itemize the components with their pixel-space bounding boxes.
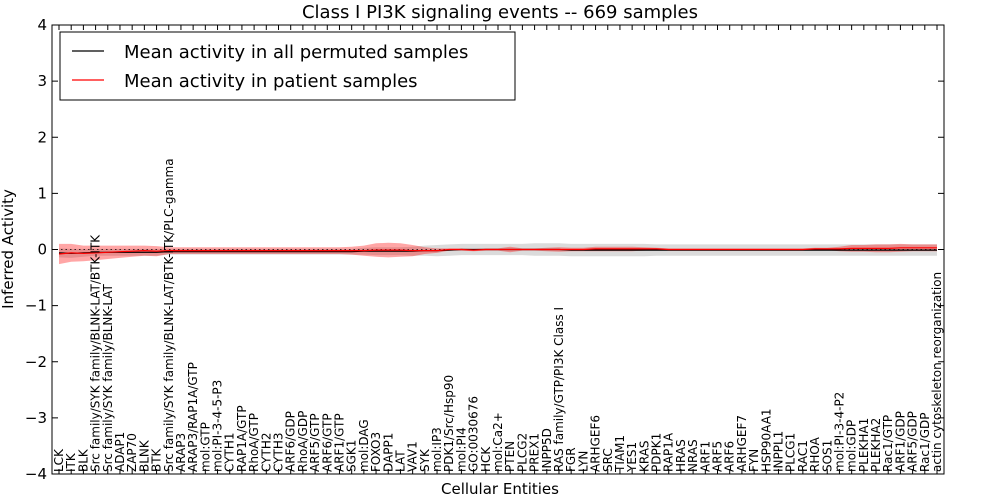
- y-axis-ticks: −4 −3 −2 −1 0 1 2 3 4: [25, 16, 944, 483]
- x-tick-label: ARF6/GDP: [284, 411, 298, 472]
- x-tick-label: ADAP1: [113, 432, 127, 472]
- x-tick-label: Src family/SYK family/BLNK-LAT: [101, 283, 115, 472]
- x-tick-label: NRAS: [686, 439, 700, 472]
- x-tick-label: ARAP3/RAP1A/GTP: [186, 362, 200, 472]
- y-tick-label: −1: [25, 297, 47, 315]
- x-tick-label: ARF5: [711, 441, 725, 472]
- confidence-bands: [59, 242, 937, 265]
- x-tick-label: mol:DAG: [357, 419, 371, 472]
- x-tick-label: actin cytoskeleton reorganization: [930, 272, 944, 472]
- y-tick-label: −4: [25, 465, 47, 483]
- x-tick-label: RhoA/GTP: [247, 413, 261, 472]
- x-tick-label: BLNK: [137, 439, 151, 472]
- x-tick-label: Rac1/GTP: [881, 415, 895, 472]
- x-tick-label: ARF1/GDP: [893, 411, 907, 472]
- y-tick-label: 0: [37, 241, 47, 259]
- x-tick-label: ARHGEF7: [735, 415, 749, 472]
- y-axis-label: Inferred Activity: [0, 189, 17, 309]
- x-tick-label: mol:PI4: [454, 427, 468, 472]
- y-tick-label: 4: [37, 16, 47, 34]
- legend-box: [59, 31, 516, 101]
- x-tick-label: PDPK1: [650, 433, 664, 472]
- x-tick-label: INPPL1: [772, 431, 786, 472]
- x-tick-label: mol:PI-3-4-P2: [832, 392, 846, 472]
- x-tick-label: KRAS: [637, 440, 651, 472]
- x-tick-label: TIAM1: [613, 435, 627, 473]
- y-tick-label: 1: [37, 184, 47, 202]
- x-tick-label: ARHGEF6: [589, 415, 603, 472]
- x-tick-label: VAV1: [406, 441, 420, 472]
- x-tick-label: HSP90AA1: [759, 408, 773, 472]
- x-tick-label: RAP1A/GTP: [235, 405, 249, 472]
- y-tick-label: 2: [37, 128, 47, 146]
- x-tick-label: BTK: [150, 447, 164, 472]
- x-tick-label: SOS1: [820, 440, 834, 472]
- x-axis-label: Cellular Entities: [441, 480, 559, 498]
- x-tick-label: CYTH3: [272, 433, 286, 473]
- x-tick-label: GO:0030676: [467, 396, 481, 472]
- x-tick-label: RAP1A: [662, 432, 676, 472]
- x-tick-label: PDK1/Src/Hsp90: [442, 375, 456, 472]
- x-tick-label: Src family/SYK family/BLNK-LAT/BTK-ITK/P…: [162, 158, 176, 472]
- x-tick-label: LYN: [576, 451, 590, 472]
- x-tick-label: ITK: [64, 452, 78, 472]
- x-tick-label: mol:IP3: [430, 427, 444, 472]
- x-tick-label: PLEKHA1: [857, 418, 871, 472]
- x-tick-label: LCK: [52, 448, 66, 472]
- x-tick-label: LAT: [393, 450, 407, 472]
- band-patient: [59, 242, 937, 265]
- series-lines: [58, 247, 937, 255]
- x-tick-label: PLCG2: [515, 433, 529, 472]
- x-tick-label: Rac1/GDP: [918, 413, 932, 472]
- x-tick-label: Src family/SYK family/BLNK-LAT/BTK-ITK: [89, 234, 103, 472]
- x-tick-label: CYTH2: [259, 433, 273, 473]
- x-tick-label: BLK: [76, 448, 90, 472]
- x-tick-label: mol:GDP: [845, 420, 859, 472]
- x-tick-label: ARF6/GTP: [320, 413, 334, 472]
- x-tick-label: HCK: [479, 446, 493, 472]
- y-tick-label: 3: [37, 72, 47, 90]
- x-tick-label: ARF5/GDP: [906, 411, 920, 472]
- x-tick-label: PTEN: [503, 441, 517, 472]
- x-axis-ticks: [58, 25, 938, 474]
- x-tick-label: PREX1: [528, 433, 542, 472]
- x-tick-label: RAC1: [796, 440, 810, 472]
- x-tick-label: RAS family/GTP/PI3K Class I: [552, 307, 566, 472]
- legend-label-patient: Mean activity in patient samples: [124, 71, 418, 92]
- x-tick-label: CYTH1: [223, 433, 237, 473]
- x-tick-label: ARF1: [698, 441, 712, 472]
- x-tick-label: mol:PI-3-4-5-P3: [211, 380, 225, 472]
- x-tick-label: HRAS: [674, 439, 688, 472]
- x-tick-label: SGK1: [345, 440, 359, 472]
- x-tick-label: PLCG1: [784, 433, 798, 472]
- chart-title: Class I PI3K signaling events -- 669 sam…: [302, 2, 698, 23]
- band-permuted: [59, 243, 937, 258]
- x-tick-label: mol:GTP: [198, 422, 212, 472]
- x-tick-label: PLEKHA2: [869, 418, 883, 472]
- x-tick-label: DAPP1: [381, 433, 395, 472]
- y-tick-label: −3: [25, 409, 47, 427]
- legend-label-permuted: Mean activity in all permuted samples: [124, 42, 468, 63]
- x-tick-label: FOXO3: [369, 432, 383, 472]
- x-tick-label: mol:Ca2+: [491, 412, 505, 472]
- x-tick-label: FGR: [564, 447, 578, 472]
- x-tick-label: ZAP70: [125, 433, 139, 472]
- x-tick-label: SYK: [418, 448, 432, 472]
- line-patient: [58, 247, 937, 255]
- x-tick-label: FYN: [747, 449, 761, 472]
- x-tick-label: RHOA: [808, 436, 822, 472]
- x-tick-label: ARF5/GTP: [308, 413, 322, 472]
- x-tick-label: RhoA/GDP: [296, 411, 310, 472]
- x-tick-label: SRC: [601, 448, 615, 472]
- x-tick-label: ARF6: [723, 441, 737, 472]
- y-tick-label: −2: [25, 353, 47, 371]
- x-tick-label: ARF1/GTP: [333, 413, 347, 472]
- x-tick-label: INPP5D: [540, 428, 554, 472]
- x-tick-label: YES1: [625, 442, 639, 473]
- x-tick-label: ARAP3: [174, 433, 188, 472]
- legend: Mean activity in all permuted samples Me…: [59, 31, 516, 101]
